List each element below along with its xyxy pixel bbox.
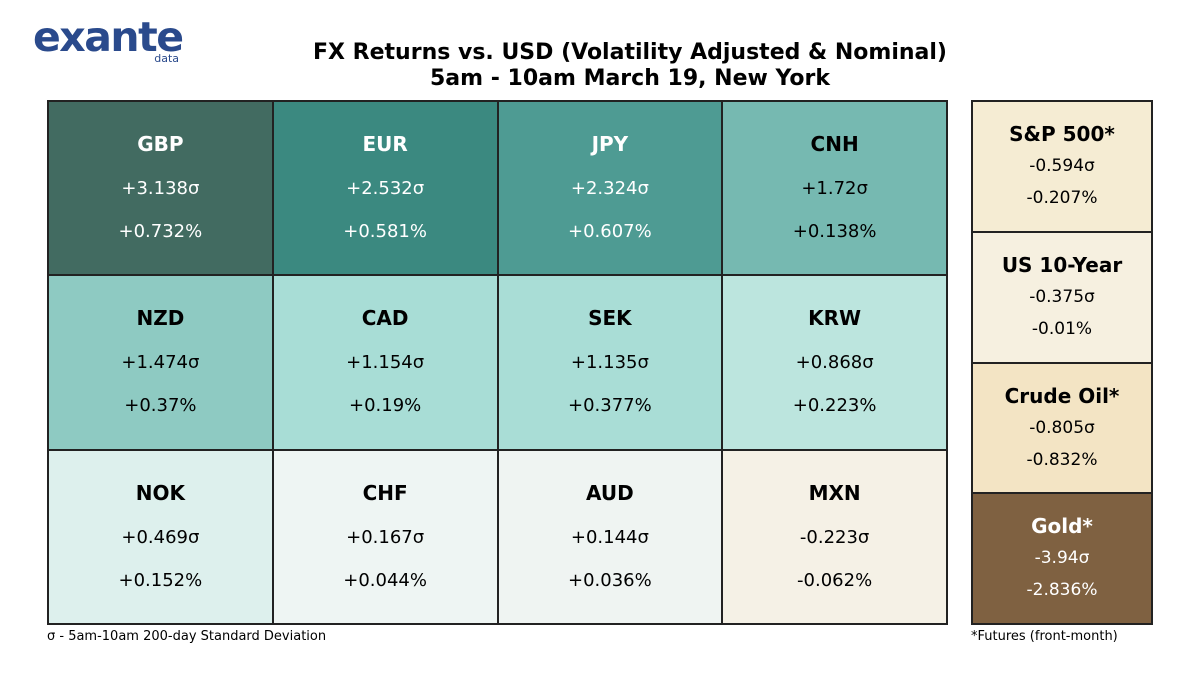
percent-return: +0.19% xyxy=(348,395,422,417)
fx-cell-chf: CHF +0.167σ +0.044% xyxy=(272,449,498,624)
sigma-return: +1.154σ xyxy=(346,352,425,374)
sigma-return: +1.135σ xyxy=(570,352,649,374)
sigma-return: +2.532σ xyxy=(346,178,425,199)
percent-return: -0.832% xyxy=(1026,449,1098,470)
fx-cell-krw: KRW +0.868σ +0.223% xyxy=(722,275,947,450)
sigma-return: -0.375σ xyxy=(1029,286,1095,307)
percent-return: +0.036% xyxy=(568,569,652,591)
sigma-return: +3.138σ xyxy=(121,178,200,199)
fx-cell-cad: CAD +1.154σ +0.19% xyxy=(272,275,498,450)
asset-code: NZD xyxy=(136,306,185,331)
sigma-return: -0.805σ xyxy=(1029,417,1095,438)
asset-code: CNH xyxy=(810,132,859,156)
sigma-return: +0.868σ xyxy=(795,352,874,374)
percent-return: +0.607% xyxy=(568,221,652,242)
percent-return: +0.732% xyxy=(118,221,203,242)
asset-cell-gold: Gold* -3.94σ -2.836% xyxy=(972,493,1152,624)
fx-cell-mxn: MXN -0.223σ -0.062% xyxy=(722,449,947,624)
asset-code: Crude Oil* xyxy=(1004,383,1120,408)
logo-wordmark: exante xyxy=(33,13,184,61)
percent-return: -0.207% xyxy=(1026,188,1098,208)
sigma-return: +1.72σ xyxy=(801,178,868,199)
sigma-return: -0.594σ xyxy=(1029,156,1095,176)
chart-subtitle: 5am - 10am March 19, New York xyxy=(430,66,830,91)
sigma-return: +0.469σ xyxy=(121,526,200,548)
sigma-return: -0.223σ xyxy=(799,526,870,548)
asset-code: CHF xyxy=(362,480,408,505)
asset-code: GBP xyxy=(137,132,184,156)
sigma-return: +0.167σ xyxy=(346,526,425,548)
fx-cell-gbp: GBP +3.138σ +0.732% xyxy=(48,101,273,276)
asset-code: MXN xyxy=(808,480,861,505)
percent-return: +0.377% xyxy=(568,395,652,417)
fx-cell-sek: SEK +1.135σ +0.377% xyxy=(497,275,723,450)
asset-code: CAD xyxy=(361,306,409,331)
sigma-return: +1.474σ xyxy=(121,352,200,374)
asset-code: EUR xyxy=(362,132,408,156)
percent-return: -0.01% xyxy=(1031,318,1093,339)
percent-return: +0.223% xyxy=(792,395,877,417)
asset-cell-s-p-500: S&P 500* -0.594σ -0.207% xyxy=(972,101,1152,232)
exante-logo: exante data xyxy=(33,13,184,68)
fx-cell-aud: AUD +0.144σ +0.036% xyxy=(497,449,723,624)
fx-returns-grid: GBP +3.138σ +0.732% EUR +2.532σ +0.581% JPY +2.… xyxy=(47,100,948,625)
percent-return: -0.062% xyxy=(797,569,873,591)
fx-cell-cnh: CNH +1.72σ +0.138% xyxy=(722,101,947,276)
percent-return: +0.044% xyxy=(343,569,427,591)
percent-return: -2.836% xyxy=(1026,580,1098,601)
percent-return: +0.581% xyxy=(343,221,427,242)
percent-return: +0.152% xyxy=(118,569,203,591)
asset-cell-crude-oil: Crude Oil* -0.805σ -0.832% xyxy=(972,362,1152,494)
fx-cell-nzd: NZD +1.474σ +0.37% xyxy=(48,275,273,450)
asset-code: Gold* xyxy=(1031,514,1093,539)
chart-title: FX Returns vs. USD (Volatility Adjusted … xyxy=(313,40,947,65)
percent-return: +0.37% xyxy=(124,395,197,417)
asset-code: AUD xyxy=(586,480,634,505)
percent-return: +0.138% xyxy=(792,221,877,242)
fx-cell-eur: EUR +2.532σ +0.581% xyxy=(272,101,498,276)
futures-footnote: *Futures (front-month) xyxy=(971,629,1118,644)
fx-cell-jpy: JPY +2.324σ +0.607% xyxy=(497,101,723,276)
logo-subtext: data xyxy=(154,52,179,65)
asset-code: NOK xyxy=(135,480,185,505)
fx-cell-nok: NOK +0.469σ +0.152% xyxy=(48,449,273,624)
sigma-footnote: σ - 5am-10am 200-day Standard Deviation xyxy=(47,629,327,644)
sigma-return: -3.94σ xyxy=(1034,548,1090,569)
asset-cell-us-10-year: US 10-Year -0.375σ -0.01% xyxy=(972,231,1152,363)
asset-code: KRW xyxy=(808,306,862,331)
sigma-return: +0.144σ xyxy=(570,526,649,548)
asset-code: JPY xyxy=(591,132,629,156)
asset-code: SEK xyxy=(588,306,632,331)
other-assets-grid: S&P 500* -0.594σ -0.207% US 10-Year -0.375σ -… xyxy=(971,100,1153,625)
sigma-return: +2.324σ xyxy=(570,178,649,199)
asset-code: S&P 500* xyxy=(1009,122,1115,146)
asset-code: US 10-Year xyxy=(1001,252,1123,277)
